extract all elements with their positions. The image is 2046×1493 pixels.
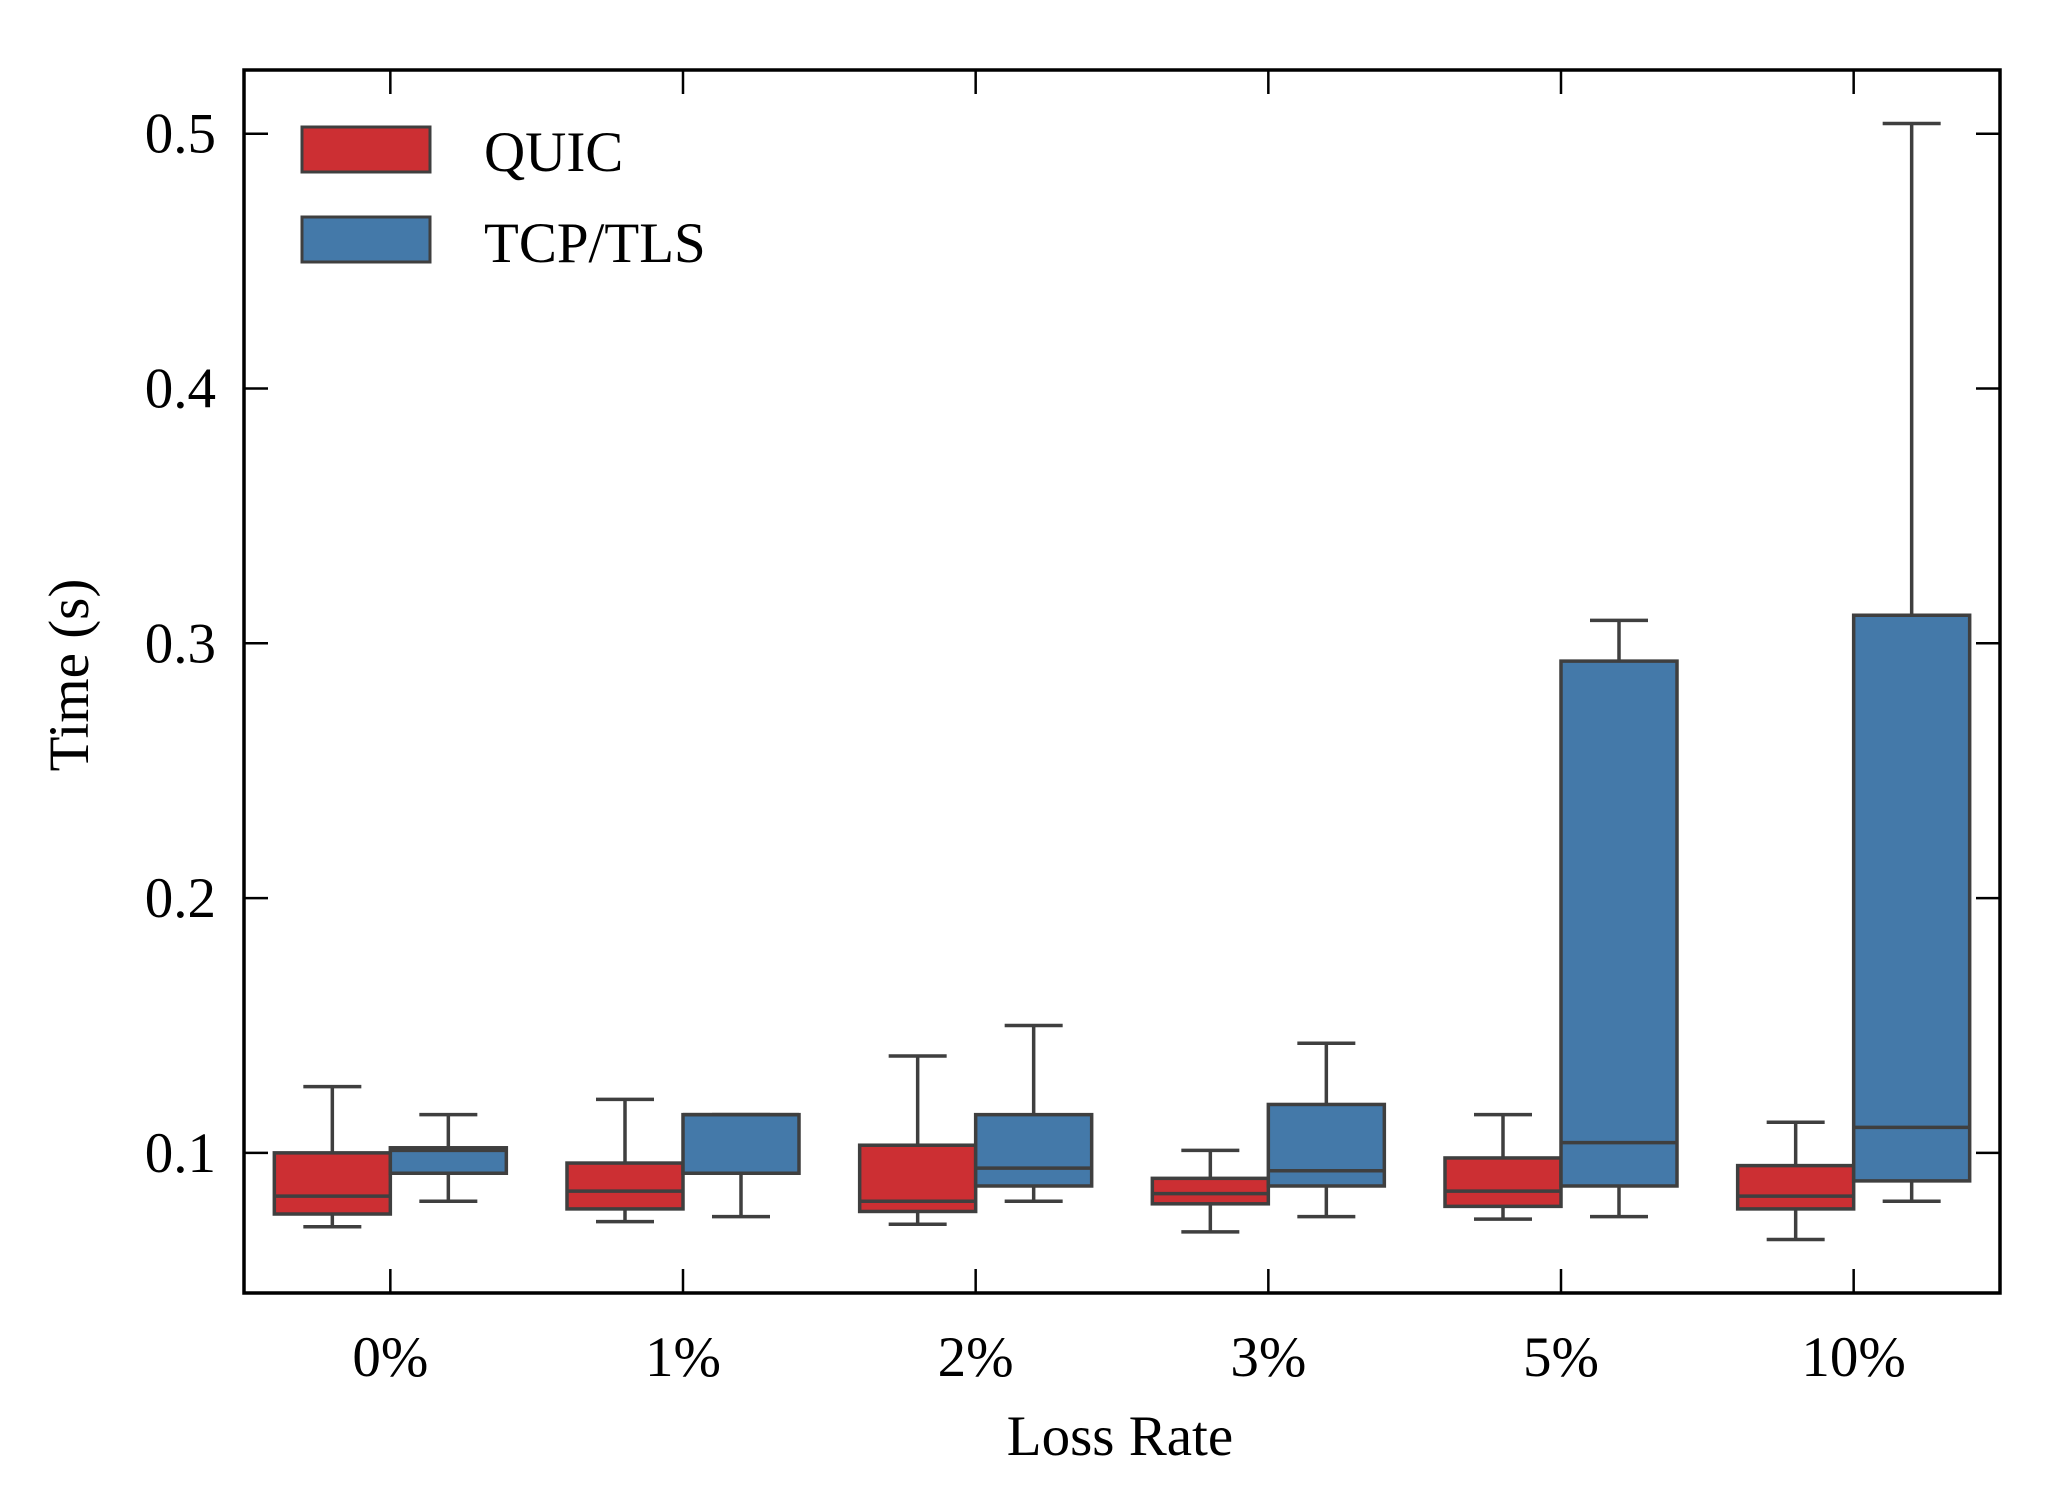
box-body: [565, 1161, 685, 1211]
box-body: [1735, 1163, 1856, 1211]
x-tick-label: 3%: [1230, 1326, 1306, 1389]
legend-label-tcp-tls: TCP/TLS: [484, 212, 706, 275]
box-tcp-tls-0pct: [388, 1112, 509, 1204]
box-groups: [272, 121, 1972, 1242]
plot-background: [244, 70, 2000, 1293]
x-tick-label: 10%: [1801, 1326, 1905, 1389]
box-body: [1150, 1176, 1271, 1206]
y-tick-label: 0.3: [145, 612, 216, 675]
box-body: [272, 1151, 393, 1216]
x-axis-title: Loss Rate: [1007, 1405, 1233, 1468]
x-tick-label: 5%: [1523, 1326, 1599, 1389]
box-quic-1pct: [565, 1097, 685, 1224]
box-tcp-tls-2pct: [973, 1023, 1094, 1204]
legend-swatch-quic: [300, 125, 432, 174]
y-tick-label: 0.2: [145, 867, 216, 930]
box-body: [1851, 613, 1972, 1183]
axes: 0.1 0.2 0.3 0.4 0.5 0% 1% 2% 3% 5% 10%: [145, 68, 2002, 1389]
plot-frame: [242, 68, 2002, 1295]
box-body: [1266, 1102, 1387, 1188]
legend-label-quic: QUIC: [484, 121, 623, 184]
box-tcp-tls-3pct: [1266, 1041, 1387, 1219]
box-quic-10pct: [1735, 1120, 1856, 1242]
y-tick-label: 0.4: [145, 357, 216, 420]
x-tick-label: 1%: [645, 1326, 721, 1389]
box-quic-5pct: [1443, 1112, 1563, 1221]
box-quic-0pct: [272, 1084, 393, 1229]
x-tick-label: 0%: [352, 1326, 428, 1389]
box-body: [1559, 659, 1679, 1188]
box-quic-2pct: [857, 1054, 978, 1226]
y-tick-label: 0.5: [145, 103, 216, 166]
box-tcp-tls-1pct: [681, 1112, 801, 1219]
box-body: [1443, 1156, 1563, 1209]
legend: QUIC TCP/TLS: [300, 121, 706, 275]
box-body: [681, 1112, 801, 1175]
legend-swatch-tcp-tls: [300, 215, 432, 264]
box-tcp-tls-10pct: [1851, 121, 1972, 1204]
y-tick-label: 0.1: [145, 1122, 216, 1185]
box-tcp-tls-5pct: [1559, 618, 1679, 1219]
x-tick-label: 2%: [938, 1326, 1014, 1389]
y-axis-title: Time (s): [38, 579, 101, 772]
box-quic-3pct: [1150, 1148, 1271, 1234]
box-body: [973, 1112, 1094, 1188]
plot-area: [244, 70, 2000, 1293]
